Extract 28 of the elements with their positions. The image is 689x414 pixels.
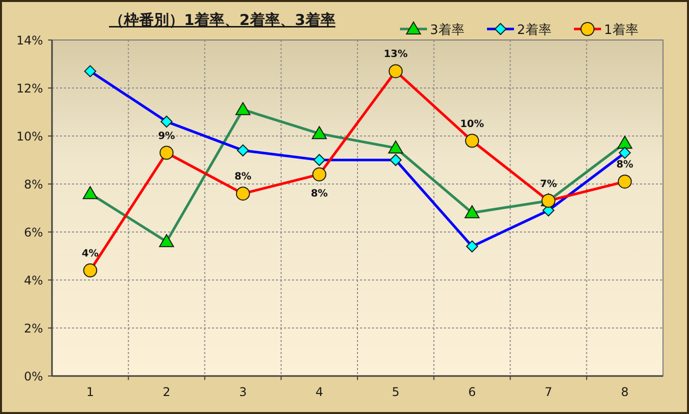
x-tick-label: 4	[315, 385, 324, 399]
data-label: 10%	[460, 118, 484, 130]
y-tick-label: 6%	[24, 226, 43, 240]
y-tick-label: 12%	[16, 82, 43, 96]
legend-label: 3着率	[430, 22, 464, 38]
y-tick-label: 0%	[24, 370, 43, 384]
y-tick-label: 2%	[24, 322, 43, 336]
data-label: 8%	[616, 160, 634, 171]
data-label: 7%	[540, 178, 557, 190]
data-label: 8%	[310, 188, 328, 200]
x-tick-label: 1	[86, 385, 94, 399]
legend-label: 1着率	[604, 22, 638, 38]
x-tick-label: 3	[239, 385, 247, 399]
y-tick-label: 4%	[24, 274, 43, 288]
x-tick-label: 8	[620, 385, 629, 399]
chart-title: （枠番別）1着率、2着率、3着率	[109, 11, 336, 29]
x-tick-label: 7	[544, 385, 552, 399]
data-label: 13%	[384, 49, 408, 60]
y-tick-label: 8%	[24, 178, 43, 192]
y-tick-label: 14%	[16, 34, 43, 48]
x-tick-label: 6	[468, 385, 476, 399]
data-label: 8%	[234, 172, 252, 183]
x-tick-label: 2	[162, 385, 170, 399]
x-tick-label: 5	[392, 385, 400, 399]
data-label: 4%	[82, 248, 99, 260]
y-tick-label: 10%	[16, 130, 43, 144]
data-label: 9%	[158, 130, 176, 142]
legend-label: 2着率	[517, 22, 552, 38]
